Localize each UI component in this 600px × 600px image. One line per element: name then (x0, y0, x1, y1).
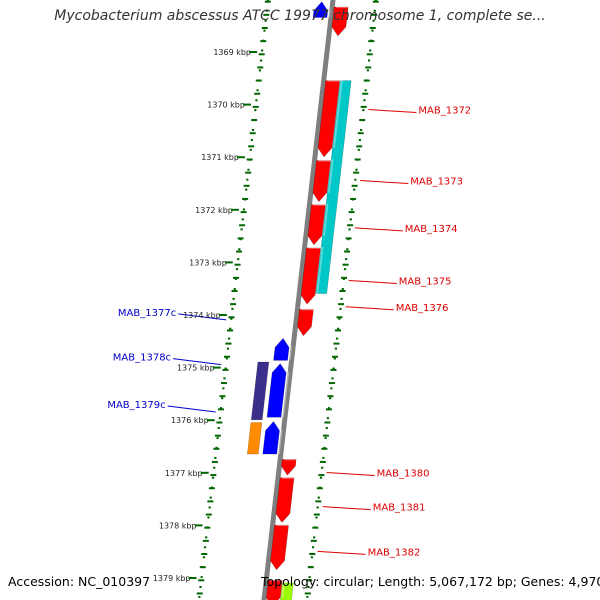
cds-arrow-mab-1376 (297, 309, 314, 337)
cds-arrow-highlight (308, 246, 324, 296)
gene-label-mab-1382[interactable]: MAB_1382 (368, 547, 421, 558)
secondary-feature-bar (250, 361, 270, 421)
cds-arrow (265, 579, 283, 600)
cds-arrow-mab-1379c (262, 420, 280, 455)
secondary-feature-bar (246, 422, 263, 455)
scale-label-1371: 1371 kbp (201, 153, 239, 162)
scale-label-1370: 1370 kbp (207, 101, 245, 110)
scale-label-1372: 1372 kbp (195, 206, 233, 215)
gene-label-leader (326, 471, 375, 476)
gene-label-leader (173, 358, 222, 366)
cds-arrow-mab-1373 (312, 160, 331, 203)
cds-arrow-mab-1382 (270, 524, 289, 571)
scale-line-inner (197, 0, 270, 600)
cds-arrow-mab-1374 (307, 204, 326, 246)
gene-label-mab-1376[interactable]: MAB_1376 (396, 303, 449, 314)
cds-arrow-highlight (318, 159, 334, 193)
gene-label-leader (368, 109, 417, 114)
cds-arrow-highlight (276, 524, 292, 561)
gene-label-leader (167, 405, 216, 413)
cds-arrow-mab-1377c (273, 337, 290, 361)
cds-arrow-highlight (322, 1, 331, 18)
gene-label-mab-1381[interactable]: MAB_1381 (373, 503, 426, 514)
gene-label-leader (360, 180, 409, 185)
gene-label-mab-1372[interactable]: MAB_1372 (418, 106, 471, 117)
gene-label-leader (322, 506, 371, 511)
accession-text: Accession: NC_010397 (8, 574, 151, 589)
chromosome-backbone (261, 0, 336, 600)
gene-label-mab-1374[interactable]: MAB_1374 (405, 224, 458, 235)
cds-arrow (312, 1, 329, 18)
cds-arrow-highlight (281, 363, 290, 418)
scale-label-1378: 1378 kbp (159, 521, 197, 530)
scale-label-1369: 1369 kbp (213, 48, 251, 57)
gene-label-leader (345, 306, 394, 311)
scale-label-1379: 1379 kbp (153, 574, 191, 583)
gene-label-mab-1375[interactable]: MAB_1375 (399, 276, 452, 287)
cds-arrow-highlight (313, 203, 329, 236)
gene-label-leader (317, 550, 366, 555)
backbone-line (261, 0, 336, 600)
cds-arrow-mab-1380 (281, 459, 297, 476)
scale-label-1375: 1375 kbp (177, 364, 215, 373)
scale-ticks (196, 0, 379, 600)
cds-arrow-highlight (270, 579, 286, 598)
cds-arrow (331, 6, 349, 37)
secondary-feature-bar (315, 80, 352, 294)
gene-label-leader (178, 313, 227, 321)
cds-arrow-highlight (284, 458, 300, 467)
cds-arrow-highlight (274, 420, 283, 455)
cds-arrow-mab-1375 (300, 247, 321, 305)
scale-label-1374: 1374 kbp (183, 311, 221, 320)
gene-label-mab-1379c[interactable]: MAB_1379c (107, 400, 165, 411)
gene-label-mab-1380[interactable]: MAB_1380 (377, 468, 430, 479)
cds-arrow-highlight (301, 308, 317, 327)
secondary-feature-bar (280, 582, 294, 600)
scale-labels: 1369 kbp 1370 kbp 1371 kbp 1372 kbp 1373 kbp… (153, 48, 258, 583)
scale-label-1373: 1373 kbp (189, 258, 227, 267)
gene-label-mab-1373[interactable]: MAB_1373 (410, 177, 463, 188)
cds-arrow-highlight (327, 79, 343, 148)
gene-label-leader (354, 227, 403, 232)
cds-arrow-mab-1378c (266, 363, 287, 418)
scale-label-1377: 1377 kbp (165, 469, 203, 478)
cds-track (262, 1, 352, 600)
sequence-title: Mycobacterium abscessus ATCC 19977 chrom… (54, 8, 546, 24)
gene-label-mab-1377c[interactable]: MAB_1377c (118, 308, 176, 319)
cds-arrow-mab-1381 (275, 477, 295, 523)
cds-arrow-mab-1372 (317, 80, 341, 158)
scale-label-1376: 1376 kbp (171, 416, 209, 425)
cds-arrow-highlight (336, 5, 352, 28)
cds-arrow-highlight (284, 337, 293, 361)
cds-arrow-highlight (282, 476, 298, 514)
gene-label-leader (348, 279, 397, 284)
gene-labels: MAB_1372 MAB_1373 MAB_1374 MAB_1375 MAB_1376… (107, 106, 471, 559)
sequence-summary: Topology: circular; Length: 5,067,172 bp… (261, 574, 600, 589)
secondary-feature-track (246, 80, 352, 600)
gene-label-mab-1378c[interactable]: MAB_1378c (113, 353, 171, 364)
